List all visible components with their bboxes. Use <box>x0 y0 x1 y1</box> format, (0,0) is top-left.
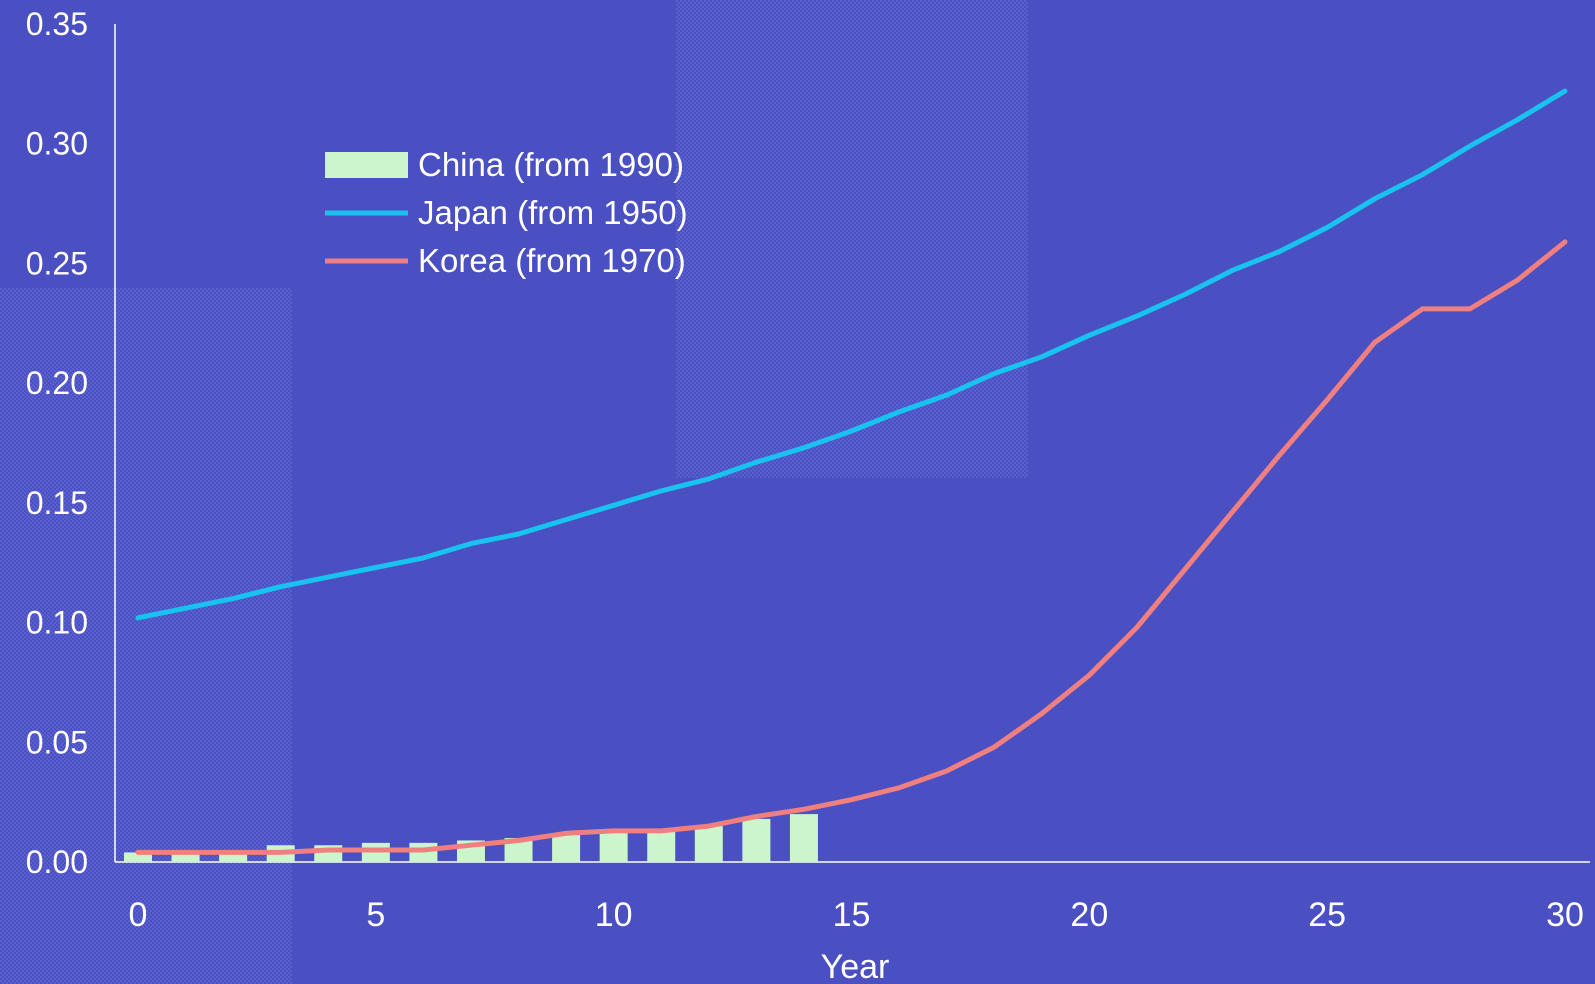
bar-china <box>124 852 152 862</box>
y-tick-label: 0.10 <box>26 605 88 641</box>
line-korea <box>135 239 1568 855</box>
bar-china <box>219 852 248 862</box>
y-tick-label: 0.30 <box>26 126 88 162</box>
background-texture-left <box>0 288 292 984</box>
tick-labels-layer: 0.00 0.05 0.10 0.15 0.20 0.25 0.30 0.35 0 5 10 15 20… <box>26 6 1584 934</box>
bar-china <box>742 818 771 862</box>
bar-china <box>599 830 628 862</box>
x-tick-label: 25 <box>1308 896 1346 934</box>
line-japan <box>135 88 1568 621</box>
axes-layer <box>114 24 1590 863</box>
bar-china <box>647 828 676 862</box>
bar-china <box>552 833 581 862</box>
y-tick-label: 0.05 <box>26 724 88 760</box>
x-tick-label: 10 <box>595 896 633 934</box>
x-tick-label: 5 <box>366 896 385 934</box>
bar-china <box>504 838 533 862</box>
y-tick-label: 0.15 <box>26 485 88 521</box>
y-tick-label: 0.35 <box>26 6 88 42</box>
y-tick-label: 0.25 <box>26 245 88 281</box>
bar-china <box>694 826 723 862</box>
lines-layer <box>135 88 1568 855</box>
x-tick-label: 15 <box>833 896 871 934</box>
legend-label-china: China (from 1990) <box>418 146 684 183</box>
legend-swatch-china <box>325 152 408 178</box>
x-axis-title: Year <box>821 948 890 984</box>
x-tick-label: 20 <box>1070 896 1108 934</box>
y-tick-label: 0.00 <box>26 844 88 880</box>
legend: China (from 1990) Japan (from 1950) Korea … <box>325 146 688 279</box>
legend-label-korea: Korea (from 1970) <box>418 242 686 279</box>
bar-china <box>789 814 818 862</box>
background-texture-center <box>676 0 1028 478</box>
y-tick-label: 0.20 <box>26 365 88 401</box>
bar-china <box>171 852 200 862</box>
legend-label-japan: Japan (from 1950) <box>418 194 688 231</box>
x-tick-label: 0 <box>129 896 148 934</box>
x-tick-label: 30 <box>1546 896 1584 934</box>
